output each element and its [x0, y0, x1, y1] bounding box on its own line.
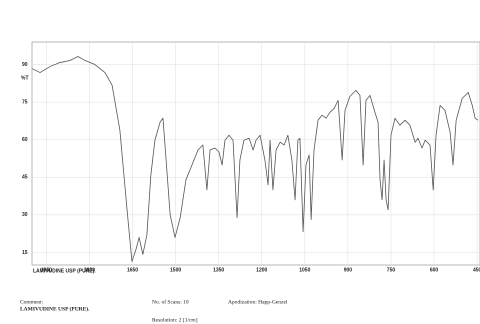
y-tick-label: 75	[22, 99, 28, 105]
x-tick-label: 1500	[170, 267, 181, 273]
sample-label: LAMIVUDINE USP (PURE).	[33, 268, 96, 274]
y-tick-label: 60	[22, 137, 28, 143]
x-tick-label: 600	[430, 267, 439, 273]
y-tick-label: 30	[22, 212, 28, 218]
y-tick-label: 90	[22, 62, 28, 68]
x-tick-label: 1350	[213, 267, 224, 273]
x-tick-label: 1950	[41, 267, 52, 273]
apodization: Apodization: Happ-Genzel	[228, 299, 288, 305]
x-tick-label: 1050	[299, 267, 310, 273]
scans: No. of Scans: 10	[152, 298, 189, 305]
spectrum-line	[31, 56, 479, 262]
y-tick-label: 15	[22, 250, 28, 256]
resolution: Resolution: 2 [1/cm]	[152, 317, 198, 323]
x-tick-label: 1200	[256, 267, 267, 273]
plot-frame	[31, 41, 480, 266]
x-tick-label: 750	[387, 267, 396, 273]
y-tick-label: 45	[22, 175, 28, 181]
comment: LAMIVUDINE USP (PURE).	[20, 305, 90, 312]
x-tick-label: 900	[344, 267, 353, 273]
y-axis-label: %T	[21, 75, 29, 81]
x-tick-label: 1800	[84, 267, 95, 273]
x-tick-label: 450	[473, 267, 480, 273]
x-tick-label: 1650	[127, 267, 138, 273]
comment-label: Comment:	[20, 299, 44, 305]
